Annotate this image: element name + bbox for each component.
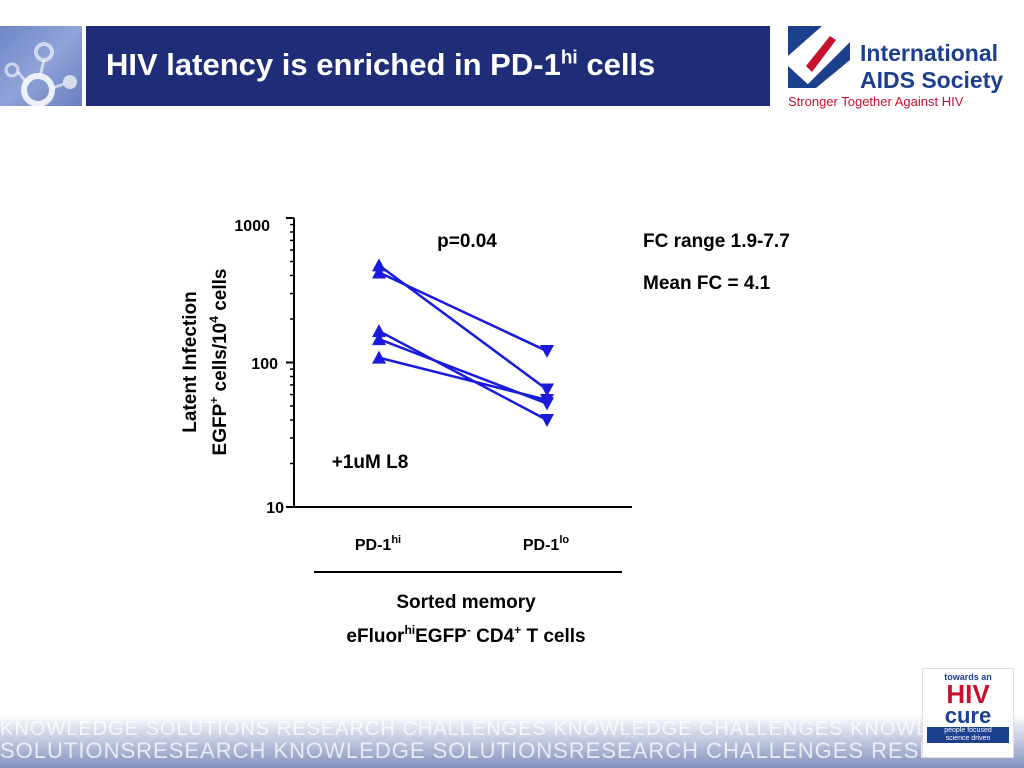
molecule-graphic-icon [4, 42, 77, 106]
marker-pd1hi-4 [372, 332, 386, 346]
marker-pd1hi-1 [372, 258, 386, 272]
series-line-5 [378, 356, 548, 402]
slide-title: HIV latency is enriched in PD-1hi cells [106, 47, 656, 82]
footer-watermark-line1: KNOWLEDGE SOLUTIONS RESEARCH CHALLENGES … [0, 718, 990, 740]
y-tick-label-100: 100 [251, 356, 278, 373]
title-bar: HIV latency is enriched in PD-1hi cells [86, 26, 770, 106]
mean-fc-annotation: Mean FC = 4.1 [643, 273, 771, 294]
marker-pd1lo-1 [540, 383, 554, 397]
ias-emblem-icon [788, 26, 850, 88]
treatment-annotation: +1uM L8 [332, 452, 409, 473]
towards-hiv-cure-logo: towards an HIV cure people focused scienc… [922, 668, 1014, 758]
series-line-3 [378, 329, 548, 422]
marker-pd1hi-3 [372, 324, 386, 338]
x-axis-label-line2: eFluorhiEGFP- CD4+ T cells [346, 623, 585, 647]
marker-pd1lo-5 [540, 394, 554, 408]
marker-pd1lo-3 [540, 414, 554, 428]
marker-pd1hi-2 [372, 265, 386, 279]
conference-logo [0, 26, 82, 106]
y-tick-label-1000: 1000 [234, 218, 270, 235]
chart-lines [378, 264, 548, 422]
series-line-2 [378, 271, 548, 353]
ias-logo: International AIDS Society Stronger Toge… [786, 26, 1016, 112]
footer-band: KNOWLEDGE SOLUTIONS RESEARCH CHALLENGES … [0, 714, 1024, 768]
chart-axes [286, 217, 632, 508]
x-category-label-pd1lo: PD-1lo [523, 534, 570, 554]
marker-pd1hi-5 [372, 350, 386, 364]
marker-pd1lo-2 [540, 345, 554, 359]
y-tick-label-10: 10 [266, 500, 284, 517]
y-axis-label-line1: Latent Infection [180, 291, 201, 432]
ias-name: International AIDS Society [860, 40, 1004, 93]
x-axis-label-line1: Sorted memory [396, 592, 536, 613]
ias-tagline: Stronger Together Against HIV [788, 94, 964, 109]
fc-range-annotation: FC range 1.9-7.7 [643, 231, 790, 252]
p-value-annotation: p=0.04 [437, 231, 497, 252]
chart-markers [372, 258, 554, 428]
x-category-label-pd1hi: PD-1hi [355, 534, 401, 554]
footer-watermark-line2: SOLUTIONSRESEARCH KNOWLEDGE SOLUTIONSRES… [0, 738, 1002, 763]
y-axis-label-line2: EGFP+ cells/104 cells [207, 269, 231, 456]
